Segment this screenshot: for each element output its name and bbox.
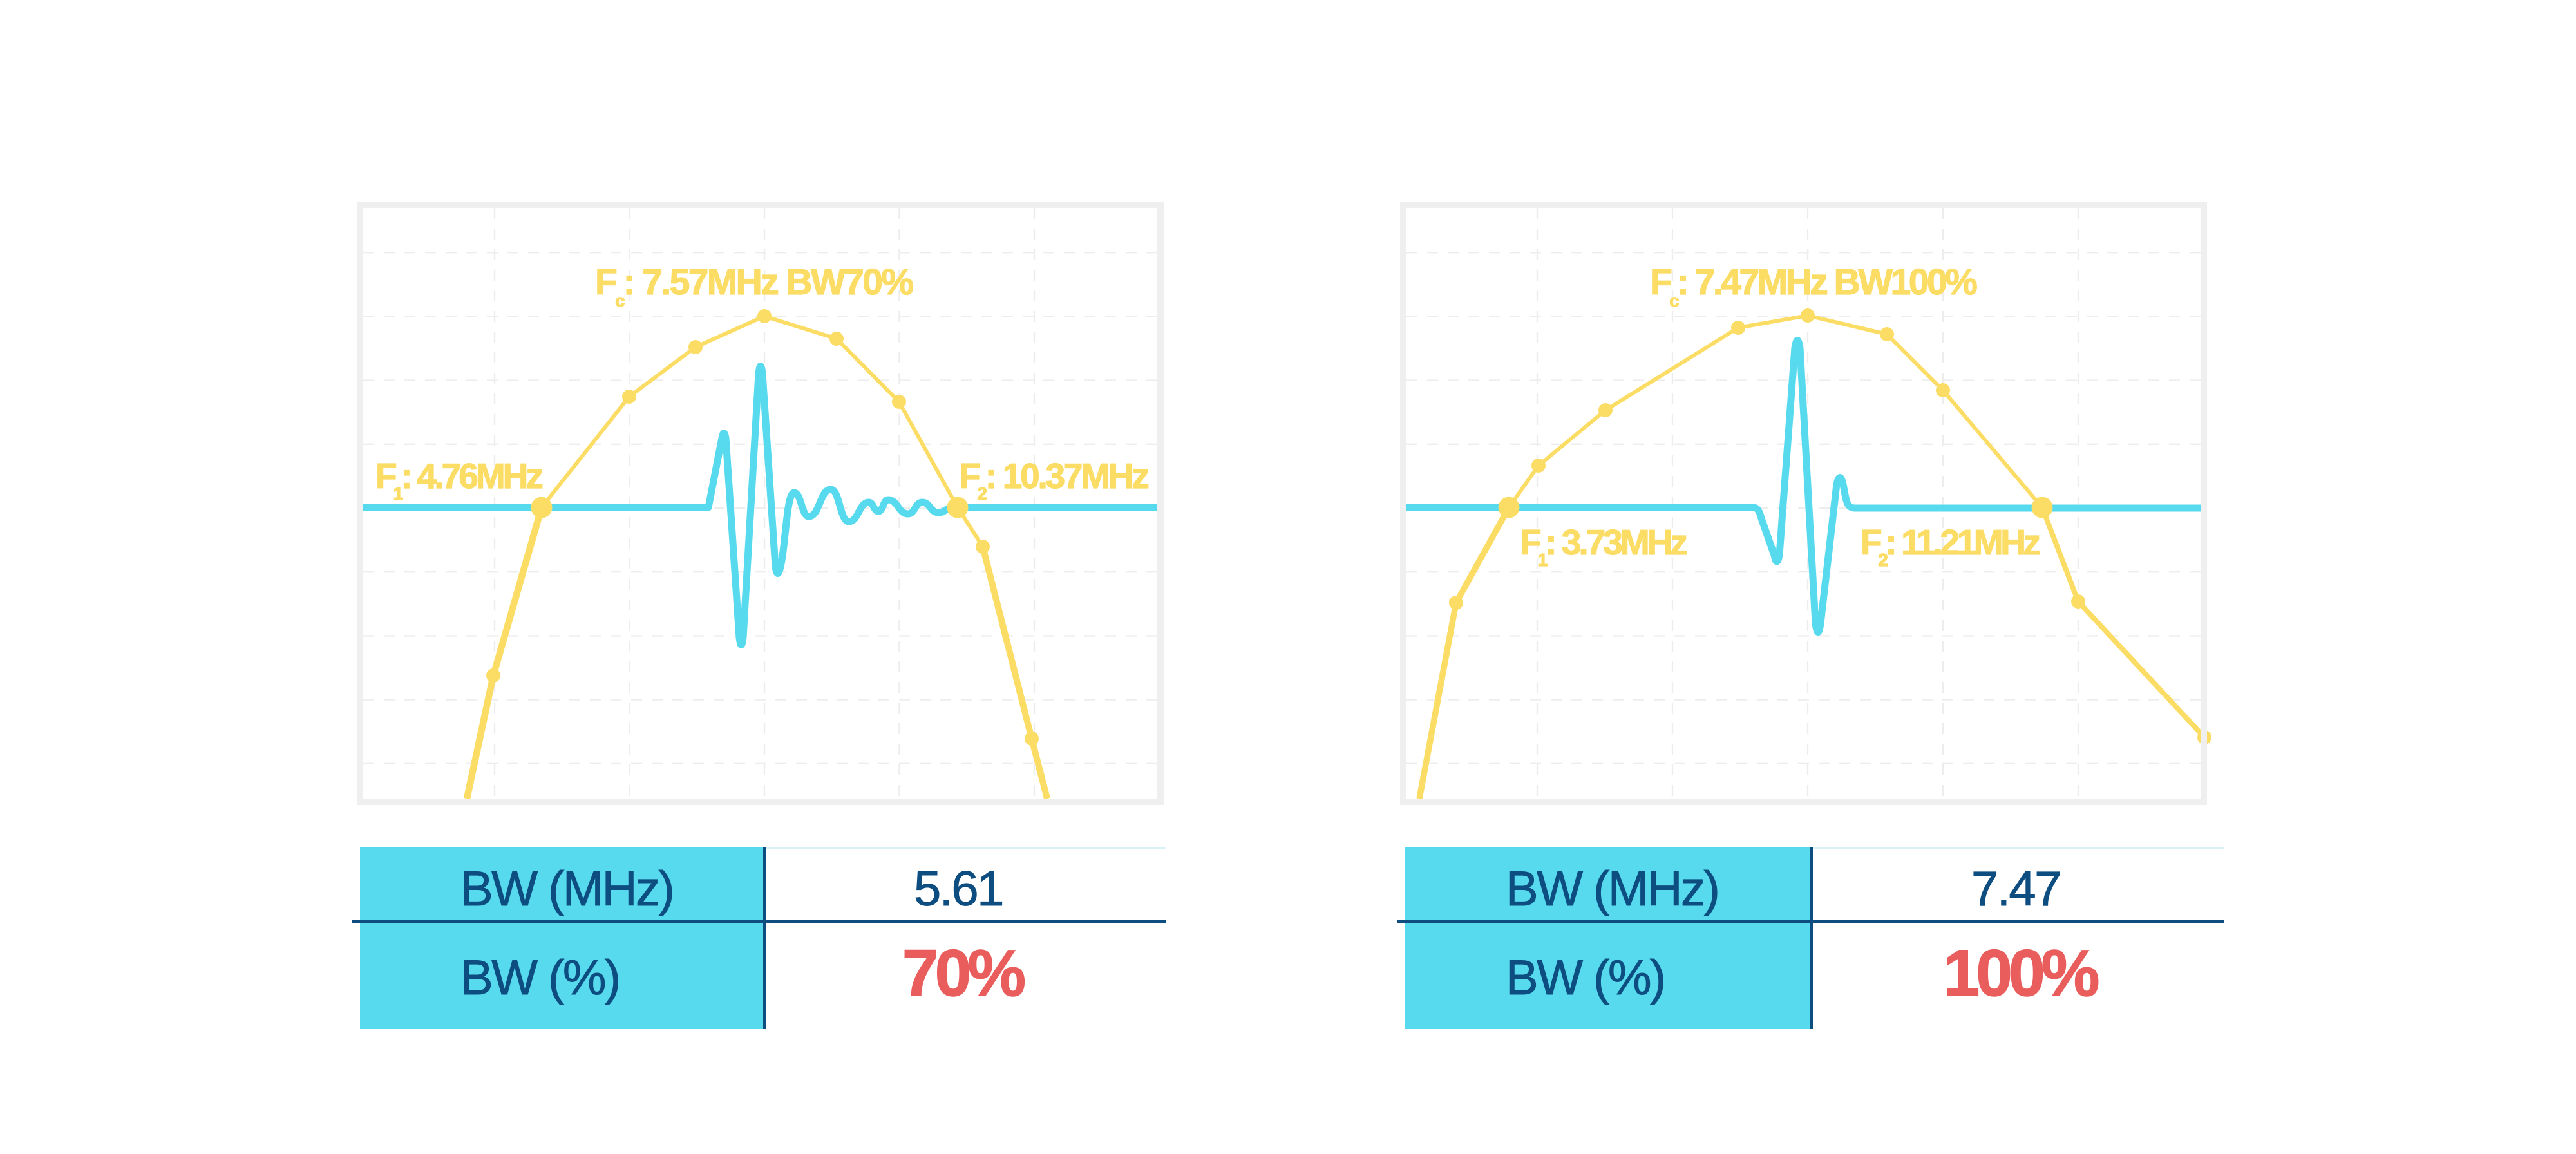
- svg-text:Fc: 7.47MHz BW100%: Fc: 7.47MHz BW100%: [1650, 261, 1977, 310]
- svg-text:100%: 100%: [1944, 936, 2098, 1010]
- svg-text:F1: 3.73MHz: F1: 3.73MHz: [1520, 522, 1687, 570]
- svg-text:70%: 70%: [902, 936, 1024, 1010]
- svg-text:Fc: 7.57MHz BW70%: Fc: 7.57MHz BW70%: [595, 261, 913, 310]
- svg-text:BW (MHz): BW (MHz): [1506, 862, 1718, 916]
- svg-text:BW (MHz): BW (MHz): [460, 862, 673, 916]
- svg-text:5.61: 5.61: [914, 862, 1003, 916]
- svg-text:7.47: 7.47: [1971, 862, 2060, 916]
- svg-text:BW (%): BW (%): [1506, 951, 1665, 1005]
- svg-text:BW (%): BW (%): [460, 951, 620, 1005]
- svg-text:F2: 11.21MHz: F2: 11.21MHz: [1861, 522, 2040, 570]
